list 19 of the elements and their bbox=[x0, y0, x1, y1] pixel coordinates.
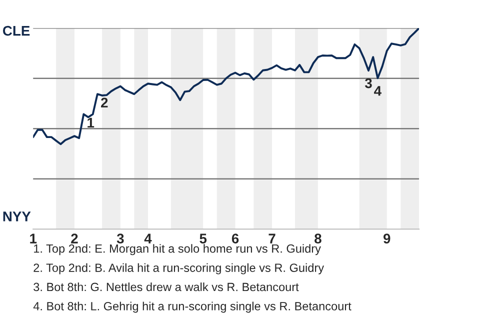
text: CLE bbox=[2, 26, 30, 36]
annotation: 1 bbox=[88, 118, 94, 128]
annotation: 3 bbox=[364, 78, 372, 88]
text: 2. Top 2nd: B. Avila hit a run-scoring single vs R. Guidry bbox=[34, 263, 324, 274]
x-tick-label: 6 bbox=[232, 234, 239, 244]
text: 3. Bot 8th: G. Nettles drew a walk vs R. Betancourt bbox=[34, 282, 299, 292]
x-tick-label: 9 bbox=[384, 234, 390, 244]
x-tick-label: 4 bbox=[144, 234, 152, 244]
x-tick-label: 7 bbox=[268, 234, 276, 244]
x-tick-label: 5 bbox=[200, 234, 207, 244]
x-tick-label: 8 bbox=[314, 234, 322, 244]
text: 4. Bot 8th: L. Gehrig hit a run-scoring single vs R. Betancourt bbox=[33, 302, 352, 313]
text: 1. Top 2nd: E. Morgan hit a solo home run vs R. Guidry bbox=[34, 244, 321, 256]
x-tick-label: 1 bbox=[30, 234, 37, 244]
text: NYY bbox=[3, 212, 31, 222]
annotation: 4 bbox=[374, 86, 382, 96]
x-tick-label: 2 bbox=[71, 234, 78, 244]
annotation: 2 bbox=[101, 98, 108, 108]
x-tick-label: 3 bbox=[116, 234, 124, 244]
